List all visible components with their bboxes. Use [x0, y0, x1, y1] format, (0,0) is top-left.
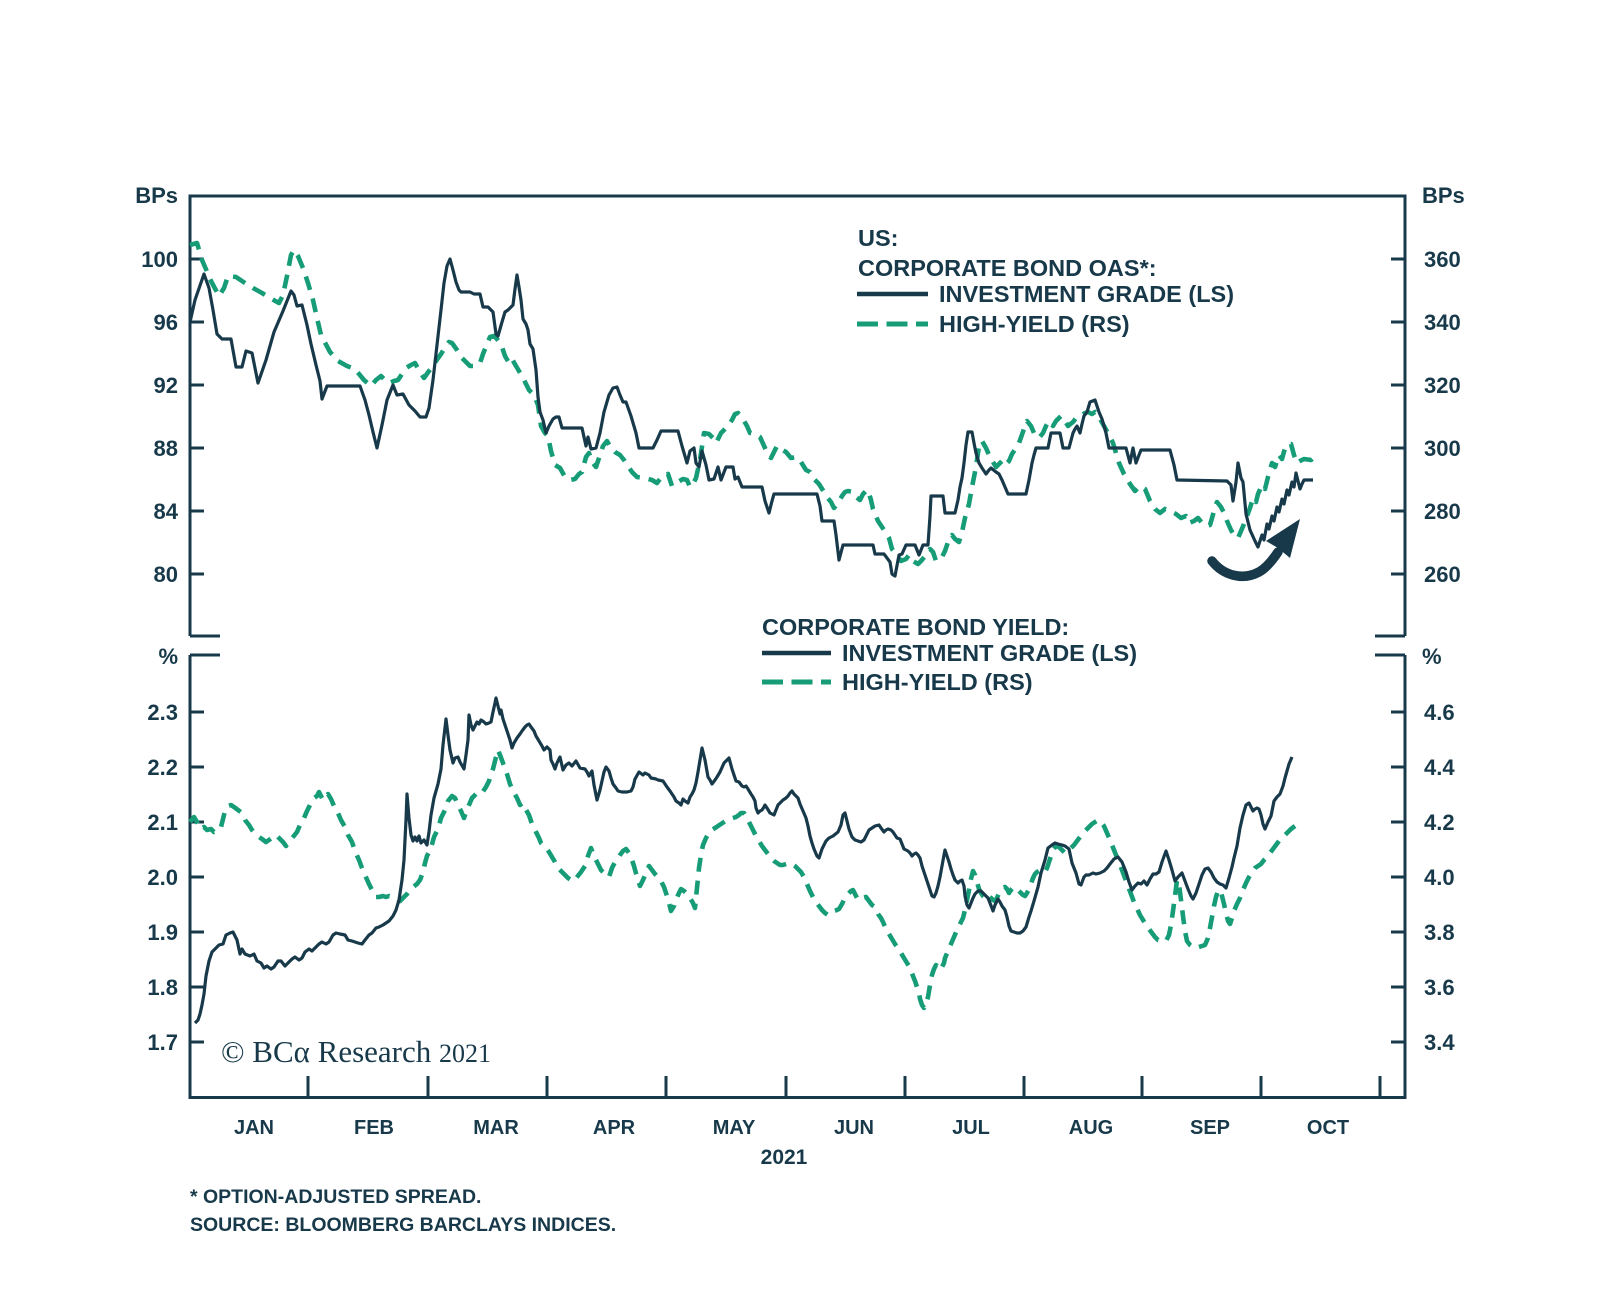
svg-text:APR: APR [593, 1117, 636, 1139]
svg-text:INVESTMENT GRADE (LS): INVESTMENT GRADE (LS) [842, 640, 1137, 666]
svg-text:3.8: 3.8 [1424, 920, 1455, 945]
svg-text:300: 300 [1424, 436, 1461, 461]
svg-text:HIGH-YIELD (RS): HIGH-YIELD (RS) [842, 669, 1033, 695]
svg-text:HIGH-YIELD (RS): HIGH-YIELD (RS) [939, 311, 1130, 337]
svg-text:88: 88 [154, 436, 178, 461]
svg-text:%: % [1422, 644, 1442, 669]
svg-text:BPs: BPs [135, 183, 178, 208]
svg-text:340: 340 [1424, 310, 1461, 335]
svg-text:JUL: JUL [952, 1117, 990, 1139]
svg-text:3.6: 3.6 [1424, 975, 1455, 1000]
svg-text:4.0: 4.0 [1424, 865, 1455, 890]
svg-text:280: 280 [1424, 499, 1461, 524]
svg-text:OCT: OCT [1307, 1117, 1349, 1139]
svg-text:4.2: 4.2 [1424, 810, 1455, 835]
svg-text:BPs: BPs [1422, 183, 1465, 208]
svg-text:AUG: AUG [1069, 1117, 1113, 1139]
svg-text:320: 320 [1424, 373, 1461, 398]
svg-text:%: % [158, 644, 178, 669]
svg-text:© BCα Research 2021: © BCα Research 2021 [221, 1034, 491, 1069]
svg-text:260: 260 [1424, 562, 1461, 587]
svg-text:4.6: 4.6 [1424, 700, 1455, 725]
svg-text:US:: US: [858, 225, 898, 251]
svg-text:360: 360 [1424, 247, 1461, 272]
svg-text:100: 100 [141, 247, 178, 272]
svg-text:1.8: 1.8 [147, 975, 178, 1000]
svg-text:1.7: 1.7 [147, 1030, 178, 1055]
svg-text:FEB: FEB [354, 1117, 394, 1139]
svg-text:* OPTION-ADJUSTED SPREAD.: * OPTION-ADJUSTED SPREAD. [190, 1186, 481, 1208]
svg-text:CORPORATE BOND YIELD:: CORPORATE BOND YIELD: [762, 614, 1069, 640]
svg-text:2.3: 2.3 [147, 700, 178, 725]
svg-text:CORPORATE BOND OAS*:: CORPORATE BOND OAS*: [858, 255, 1157, 281]
svg-text:MAR: MAR [473, 1117, 519, 1139]
svg-text:JUN: JUN [834, 1117, 874, 1139]
svg-text:SEP: SEP [1190, 1117, 1230, 1139]
svg-text:4.4: 4.4 [1424, 755, 1455, 780]
svg-text:JAN: JAN [234, 1117, 274, 1139]
svg-text:2.1: 2.1 [147, 810, 178, 835]
svg-text:3.4: 3.4 [1424, 1030, 1455, 1055]
svg-text:92: 92 [154, 373, 178, 398]
svg-text:2.2: 2.2 [147, 755, 178, 780]
svg-text:96: 96 [154, 310, 178, 335]
svg-text:80: 80 [154, 562, 178, 587]
svg-text:2.0: 2.0 [147, 865, 178, 890]
svg-text:MAY: MAY [713, 1117, 756, 1139]
svg-text:1.9: 1.9 [147, 920, 178, 945]
svg-text:84: 84 [154, 499, 179, 524]
svg-text:2021: 2021 [761, 1146, 808, 1169]
svg-text:SOURCE: BLOOMBERG BARCLAYS IND: SOURCE: BLOOMBERG BARCLAYS INDICES. [190, 1214, 616, 1236]
svg-text:INVESTMENT GRADE (LS): INVESTMENT GRADE (LS) [939, 281, 1234, 307]
